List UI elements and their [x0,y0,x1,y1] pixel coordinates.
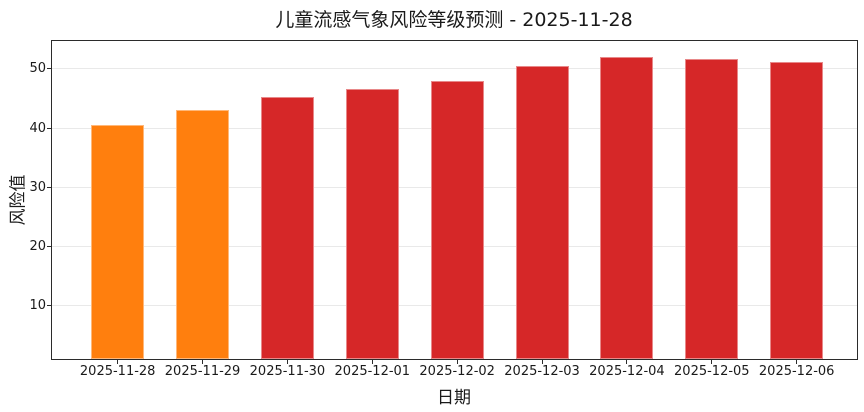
bar [345,88,399,359]
bar [600,57,654,359]
y-tick-label: 30 [29,179,46,195]
x-tick-mark [711,360,713,364]
y-tick-mark [47,127,51,129]
x-tick-label: 2025-11-29 [164,364,241,379]
y-tick-mark [47,68,51,70]
x-tick-mark [371,360,373,364]
x-tick-mark [626,360,628,364]
bar [176,110,230,359]
x-tick-label: 2025-11-28 [79,364,156,379]
y-tick-label: 50 [29,61,46,77]
y-tick-mark [47,186,51,188]
x-tick-label: 2025-12-05 [674,364,750,379]
chart-title: 儿童流感气象风险等级预测 - 2025-11-28 [275,9,633,31]
x-tick-label: 2025-12-02 [419,364,495,379]
bar [515,66,569,359]
y-tick-mark [47,305,51,307]
x-tick-mark [286,360,288,364]
y-tick-label: 10 [29,298,46,314]
bar [770,61,824,359]
bar [91,125,145,359]
bar [430,80,484,359]
x-tick-label: 2025-12-03 [504,364,580,379]
y-tick-mark [47,245,51,247]
x-tick-mark [456,360,458,364]
bar [260,97,314,359]
bar [685,58,739,359]
x-tick-mark [202,360,204,364]
y-gridline [52,68,857,70]
x-tick-mark [541,360,543,364]
x-tick-label: 2025-12-04 [589,364,665,379]
x-tick-label: 2025-11-30 [249,364,326,379]
x-tick-mark [796,360,798,364]
y-tick-label: 40 [29,120,46,136]
y-tick-label: 20 [29,238,46,254]
x-tick-label: 2025-12-01 [334,364,411,379]
plot-area: 10 20 30 40 50 2025-11-28 2025-11-29 2025-11-30… [29,40,858,379]
x-tick-mark [117,360,119,364]
x-axis-label: 日期 [437,388,471,408]
x-tick-label: 2025-12-06 [758,364,835,379]
